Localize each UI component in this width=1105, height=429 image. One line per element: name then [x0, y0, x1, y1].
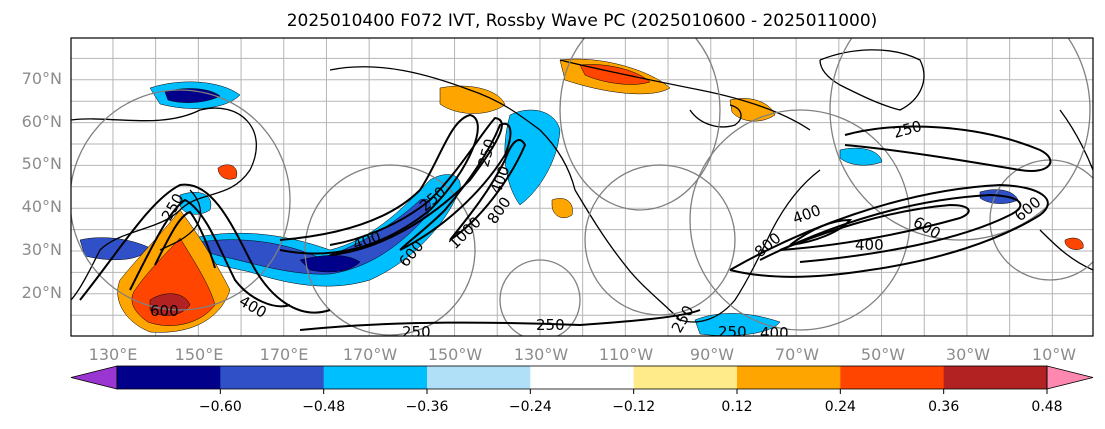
colorbar-segment [840, 366, 945, 389]
colorbar-segment [633, 366, 738, 389]
rossby-wave-pc-contours [71, 38, 1093, 336]
colorbar-tick-label: 0.36 [928, 399, 959, 415]
colorbar-segment [220, 366, 325, 389]
ivt-contour-pacific-800 [449, 139, 527, 241]
positive-anomaly-arctic [439, 85, 506, 114]
colorbar-tick-label: −0.60 [199, 399, 242, 415]
ivt-contour-pacific-250 [279, 113, 479, 255]
lon-label: 170°W [343, 345, 398, 364]
pc-contour-ring [499, 259, 581, 336]
contour-label: 600 [150, 302, 179, 320]
coast-canada-arctic [559, 59, 811, 131]
lon-label: 10°W [1032, 345, 1076, 364]
map-panel: 250 400 600 250 400 600 800 1000 250 400… [70, 37, 1094, 342]
colorbar-tick-label: −0.36 [406, 399, 449, 415]
lon-label: 30°W [946, 345, 990, 364]
contour-label: 250 [718, 323, 747, 341]
pc-contour-ring [689, 109, 911, 331]
ivt-contour-400-west [129, 198, 291, 308]
colorbar-extend-high [1046, 365, 1094, 390]
lat-label: 20°N [22, 283, 62, 302]
positive-anomaly-arctic-core [579, 64, 651, 85]
lat-label: 70°N [22, 69, 62, 88]
coast-japan [159, 189, 202, 251]
colorbar-segment [737, 366, 841, 389]
coastlines [71, 49, 1093, 323]
lon-label: 50°W [861, 345, 905, 364]
contour-label: 250 [536, 316, 565, 334]
positive-anomaly-coast-red [217, 164, 238, 180]
lon-label: 150°W [428, 345, 483, 364]
lat-label: 40°N [22, 197, 62, 216]
positive-anomaly-atlantic-2 [551, 198, 573, 219]
lon-label: 90°W [690, 345, 734, 364]
contour-label: 250 [402, 323, 431, 341]
colorbar-tick-label: 0.48 [1031, 399, 1062, 415]
colorbar-tick-label: −0.24 [509, 399, 552, 415]
hudson-bay [689, 104, 742, 128]
colorbar-extend-low [70, 365, 118, 390]
ivt-contour-south-250 [299, 309, 701, 331]
colorbar-segment [943, 366, 1048, 389]
positive-anomaly-east [1064, 237, 1084, 250]
negative-anomaly-arctic-core [164, 88, 221, 103]
colorbar-frame [116, 365, 1048, 390]
lat-label: 60°N [22, 112, 62, 131]
lon-label: 130°E [89, 345, 138, 364]
colorbar-tick-label: −0.12 [612, 399, 655, 415]
colorbar-tick-label: 0.24 [825, 399, 856, 415]
coast-asia [71, 107, 257, 301]
colorbar-segment [117, 366, 221, 389]
lat-label: 30°N [22, 240, 62, 259]
ivt-contour-atlantic-250 [729, 183, 1049, 278]
negative-anomaly-greenland [839, 147, 883, 166]
coast-alaska [329, 66, 576, 191]
colorbar-segment [530, 366, 635, 389]
latitude-labels: 70°N 60°N 50°N 40°N 30°N 20°N [22, 69, 62, 302]
longitude-labels: 130°E 150°E 170°E 170°W 150°W 130°W 110°… [89, 345, 1077, 364]
negative-anomaly-max [299, 255, 361, 273]
ivt-shading [79, 58, 1084, 336]
map-title: 2025010400 F072 IVT, Rossby Wave PC (202… [287, 11, 878, 31]
contour-label: 400 [760, 324, 789, 342]
ivt-contour-250-west [79, 183, 331, 314]
ivt-contour-pacific-400 [329, 116, 503, 256]
pc-contour-ring [584, 164, 736, 316]
ivt-contour-600-west [154, 210, 216, 269]
ivt-contour-north-atlantic-250 [844, 125, 1052, 172]
lon-label: 70°W [775, 345, 819, 364]
pc-contour-ring [829, 38, 1091, 241]
colorbar-segment [427, 366, 531, 389]
contour-label: 400 [855, 236, 884, 254]
coast-north-america [574, 169, 821, 323]
colorbar-segment [323, 366, 428, 389]
colorbar: −0.60 −0.48 −0.36 −0.24 −0.12 0.12 0.24 0.36 0.4… [70, 365, 1094, 415]
lat-label: 50°N [22, 154, 62, 173]
coast-europe [1059, 109, 1093, 171]
ivt-contour-atlantic-600 [779, 203, 970, 251]
lon-label: 130°W [514, 345, 569, 364]
lon-label: 170°E [260, 345, 309, 364]
pc-contour-ring [304, 164, 476, 336]
ivt-contour-atlantic-800 [789, 218, 853, 246]
lon-label: 150°E [175, 345, 224, 364]
pc-contour-ring [71, 89, 291, 311]
pc-contour-ring [559, 38, 721, 211]
ivt-contours [79, 113, 1052, 331]
colorbar-tick-label: −0.48 [302, 399, 345, 415]
negative-anomaly-coast [504, 109, 561, 206]
lon-label: 110°W [599, 345, 654, 364]
map-frame [70, 37, 1094, 337]
colorbar-tick-label: 0.12 [721, 399, 752, 415]
ivt-contour-pacific-600 [399, 122, 512, 251]
